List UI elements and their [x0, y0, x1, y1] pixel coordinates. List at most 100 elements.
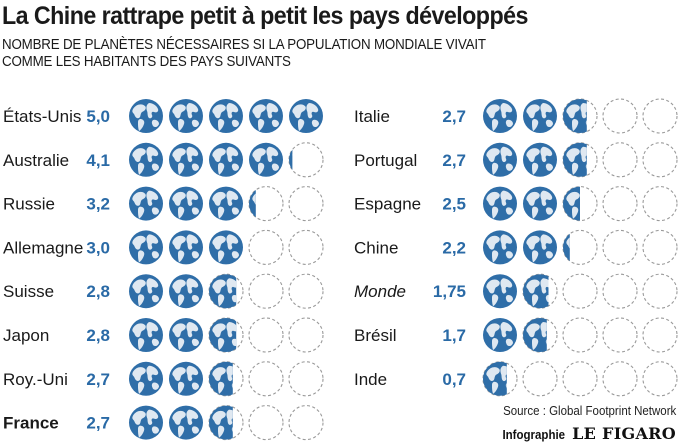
country-label: Allemagne: [3, 238, 83, 257]
empty-planet-icon: [288, 186, 324, 222]
value-label: 2,7: [442, 151, 466, 170]
planet-icon: [129, 318, 163, 352]
value-label: 2,7: [86, 414, 110, 433]
planet-icon: [209, 99, 243, 133]
empty-planet-icon: [602, 229, 638, 265]
source-note: Source : Global Footprint Network: [502, 404, 676, 418]
planet-icon: [129, 361, 163, 396]
empty-planet-icon: [562, 229, 598, 265]
country-label: Espagne: [354, 195, 421, 214]
row-monde: Monde 1,75: [354, 273, 678, 309]
empty-planet-icon: [248, 405, 284, 441]
value-label: 2,5: [442, 195, 466, 214]
empty-planet-icon: [642, 273, 678, 309]
row-inde: Inde 0,7: [354, 361, 678, 397]
country-label: Monde: [354, 282, 406, 301]
value-label: 2,2: [442, 238, 466, 257]
empty-planet-icon: [642, 98, 678, 134]
empty-planet-icon: [248, 361, 284, 397]
planet-icon: [169, 99, 203, 133]
planet-icon: [523, 230, 557, 265]
row-portugal: Portugal 2,7: [354, 142, 678, 178]
value-label: 4,1: [86, 151, 110, 170]
country-label: France: [3, 414, 59, 433]
planet-icon: [483, 274, 517, 309]
value-label: 2,8: [86, 326, 110, 345]
value-label: 3,0: [86, 238, 110, 257]
row-bresil: Brésil 1,7: [354, 317, 678, 353]
country-label: Portugal: [354, 151, 417, 170]
empty-planet-icon: [288, 317, 324, 353]
planet-icon: [169, 230, 203, 265]
planet-icon: [483, 318, 517, 352]
empty-planet-icon: [562, 317, 598, 353]
empty-planet-icon: [562, 142, 598, 178]
value-label: 5,0: [86, 107, 110, 126]
value-label: 3,2: [86, 195, 110, 214]
planet-icon: [249, 99, 283, 133]
empty-planet-icon: [248, 229, 284, 265]
planet-icon: [523, 142, 557, 177]
empty-planet-icon: [562, 186, 598, 222]
planet-icon: [169, 318, 203, 352]
planet-icon: [129, 405, 163, 440]
empty-planet-icon: [248, 317, 284, 353]
row-etats-unis: États-Unis 5,0: [3, 99, 323, 133]
country-label: Russie: [3, 195, 55, 214]
empty-planet-icon: [562, 361, 598, 397]
planet-icon: [483, 142, 517, 177]
credit-line: Infographie LE FIGARO: [497, 424, 676, 443]
publisher-logo: LE FIGARO: [572, 424, 676, 443]
empty-planet-icon: [602, 273, 638, 309]
country-label: Japon: [3, 326, 49, 345]
row-russie: Russie 3,2: [3, 186, 324, 222]
empty-planet-icon: [522, 361, 558, 397]
empty-planet-icon: [248, 273, 284, 309]
empty-planet-icon: [642, 229, 678, 265]
planet-icon: [209, 142, 243, 177]
planet-icon: [209, 230, 243, 265]
empty-planet-icon: [602, 98, 638, 134]
empty-planet-icon: [642, 361, 678, 397]
planet-icon: [289, 99, 323, 133]
empty-planet-icon: [208, 405, 244, 441]
country-label: Australie: [3, 151, 69, 170]
chart-title: La Chine rattrape petit à petit les pays…: [2, 2, 528, 30]
row-suisse: Suisse 2,8: [3, 273, 324, 309]
chart-subtitle: NOMBRE DE PLANÈTES NÉCESSAIRES SI LA POP…: [2, 37, 486, 71]
country-label: États-Unis: [3, 107, 81, 126]
row-italie: Italie 2,7: [354, 98, 678, 134]
subtitle-line-1: NOMBRE DE PLANÈTES NÉCESSAIRES SI LA POP…: [2, 37, 486, 53]
row-australie: Australie 4,1: [3, 142, 324, 178]
value-label: 2,7: [86, 370, 110, 389]
planet-icon: [249, 142, 283, 177]
row-allemagne: Allemagne 3,0: [3, 229, 324, 265]
empty-planet-icon: [642, 317, 678, 353]
planet-icon: [523, 99, 557, 133]
country-label: Suisse: [3, 282, 54, 301]
country-label: Brésil: [354, 326, 397, 345]
planet-icon: [169, 361, 203, 396]
planet-icon: [483, 186, 517, 221]
value-label: 2,8: [86, 282, 110, 301]
planet-icon: [129, 186, 163, 221]
empty-planet-icon: [602, 361, 638, 397]
empty-planet-icon: [208, 317, 244, 353]
empty-planet-icon: [522, 317, 558, 353]
empty-planet-icon: [562, 98, 598, 134]
planet-icon: [169, 186, 203, 221]
empty-planet-icon: [522, 273, 558, 309]
empty-planet-icon: [288, 273, 324, 309]
empty-planet-icon: [288, 229, 324, 265]
row-chine: Chine 2,2: [354, 229, 678, 265]
planet-icon: [169, 405, 203, 440]
empty-planet-icon: [208, 361, 244, 397]
empty-planet-icon: [208, 273, 244, 309]
country-label: Inde: [354, 370, 387, 389]
planet-icon: [483, 99, 517, 133]
empty-planet-icon: [602, 142, 638, 178]
empty-planet-icon: [642, 186, 678, 222]
planet-icon: [129, 99, 163, 133]
empty-planet-icon: [482, 361, 518, 397]
